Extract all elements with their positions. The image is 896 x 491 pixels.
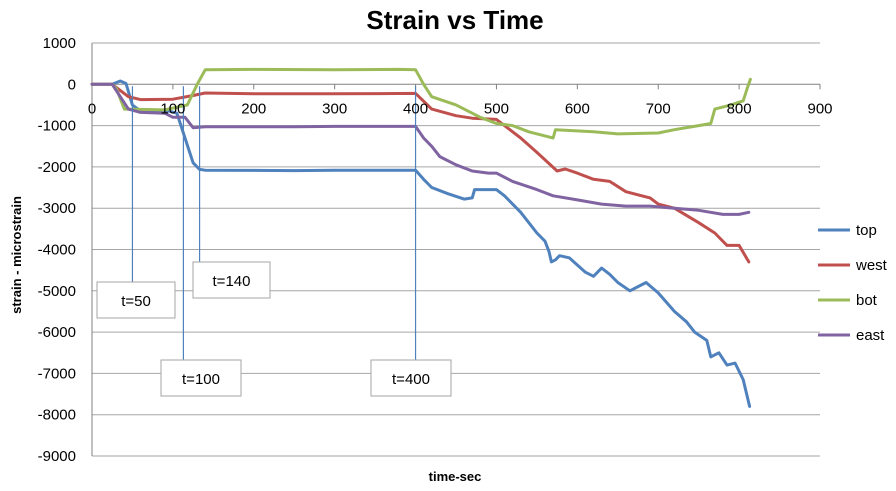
legend-label-east: east bbox=[856, 327, 885, 344]
annotation-label: t=50 bbox=[121, 293, 151, 310]
y-tick-label: -6000 bbox=[38, 324, 76, 341]
x-tick-label: 900 bbox=[807, 100, 832, 117]
x-tick-label: 200 bbox=[241, 100, 266, 117]
legend-label-bot: bot bbox=[856, 292, 878, 309]
x-tick-label: 800 bbox=[727, 100, 752, 117]
x-tick-label: 100 bbox=[160, 100, 185, 117]
y-tick-label: -7000 bbox=[38, 365, 76, 382]
y-tick-label: -4000 bbox=[38, 242, 76, 259]
chart-title: Strain vs Time bbox=[366, 5, 543, 35]
x-axis-title: time-sec bbox=[429, 469, 482, 484]
legend-label-top: top bbox=[856, 222, 877, 239]
annotation-label: t=140 bbox=[213, 273, 251, 290]
y-tick-label: -1000 bbox=[38, 118, 76, 135]
y-tick-label: 1000 bbox=[43, 35, 76, 52]
series-line-top bbox=[90, 79, 752, 408]
y-tick-label: -5000 bbox=[38, 283, 76, 300]
series-line-bot bbox=[90, 67, 752, 140]
x-tick-label: 400 bbox=[403, 100, 428, 117]
annotation-box bbox=[192, 261, 271, 299]
legend-label-west: west bbox=[855, 257, 888, 274]
annotation-box bbox=[370, 359, 452, 397]
x-tick-label: 300 bbox=[322, 100, 347, 117]
y-axis-title: strain - microstrain bbox=[9, 196, 24, 314]
y-tick-label: -3000 bbox=[38, 200, 76, 217]
x-tick-label: 600 bbox=[565, 100, 590, 117]
series-line-east bbox=[90, 82, 751, 216]
y-tick-label: -2000 bbox=[38, 159, 76, 176]
annotation-box bbox=[160, 359, 242, 397]
x-tick-label: 700 bbox=[646, 100, 671, 117]
x-tick-label: 500 bbox=[484, 100, 509, 117]
y-tick-label: -8000 bbox=[38, 407, 76, 424]
annotation-box bbox=[96, 281, 176, 319]
y-tick-label: 0 bbox=[68, 76, 76, 93]
x-tick-label: 0 bbox=[88, 100, 96, 117]
annotation-label: t=100 bbox=[182, 371, 220, 388]
annotation-label: t=400 bbox=[392, 371, 430, 388]
y-tick-label: -9000 bbox=[38, 448, 76, 465]
